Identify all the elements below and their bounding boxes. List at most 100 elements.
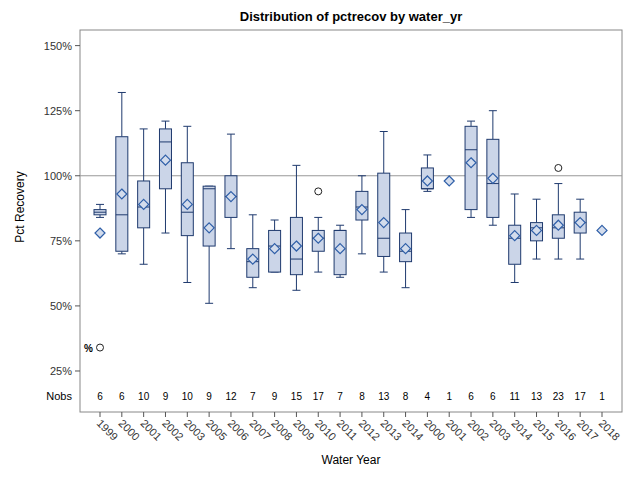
mean-marker <box>160 155 170 165</box>
whisker-low <box>361 220 362 254</box>
x-tick-label: 2009 <box>291 417 317 443</box>
whisker-low <box>230 217 231 248</box>
box <box>247 249 259 278</box>
nobs-value: 12 <box>225 391 237 402</box>
mean-marker <box>488 173 498 183</box>
whisker-cap <box>554 183 562 184</box>
whisker-cap <box>249 214 257 215</box>
mean-marker <box>422 176 432 186</box>
box <box>400 233 412 262</box>
nobs-value: 9 <box>272 391 278 402</box>
box <box>138 181 150 228</box>
whisker-cap <box>161 121 169 122</box>
y-axis-label: Pct Recovery <box>13 171 27 242</box>
box <box>225 176 237 218</box>
whisker-cap <box>511 282 519 283</box>
x-tick <box>318 412 319 417</box>
x-tick-label: 2000 <box>116 417 142 443</box>
whisker-cap <box>161 233 169 234</box>
whisker-cap <box>118 92 126 93</box>
median <box>94 212 106 213</box>
whisker-high <box>383 132 384 174</box>
mean-marker <box>575 218 585 228</box>
whisker-cap <box>402 287 410 288</box>
whisker-cap <box>292 165 300 166</box>
mean-marker <box>357 205 367 215</box>
x-tick-label: 2010 <box>313 417 339 443</box>
x-tick <box>121 412 122 417</box>
median <box>378 238 390 239</box>
y-tick <box>75 45 80 46</box>
whisker-cap <box>511 193 519 194</box>
box <box>290 217 302 274</box>
box <box>356 191 368 220</box>
whisker-cap <box>380 131 388 132</box>
whisker-cap <box>423 191 431 192</box>
nobs-value: 4 <box>425 391 431 402</box>
box <box>509 225 521 264</box>
whisker-cap <box>118 253 126 254</box>
whisker-high <box>514 194 515 225</box>
x-tick <box>580 412 581 417</box>
whisker-low <box>187 236 188 283</box>
x-tick-label: 2015 <box>531 417 557 443</box>
whisker-cap <box>336 277 344 278</box>
chart: Distribution of pctrecov by water_yr25%5… <box>0 0 640 480</box>
y-tick-label: 150% <box>44 40 72 52</box>
whisker-high <box>340 225 341 230</box>
nobs-value: 10 <box>182 391 194 402</box>
nobs-value: 6 <box>97 391 103 402</box>
median <box>203 188 215 189</box>
whisker-cap <box>489 225 497 226</box>
x-tick <box>514 412 515 417</box>
outlier <box>555 164 562 171</box>
whisker-cap <box>467 217 475 218</box>
mean-marker <box>532 225 542 235</box>
whisker-cap <box>402 209 410 210</box>
y-tick <box>75 110 80 111</box>
whisker-high <box>252 215 253 249</box>
whisker-cap <box>314 217 322 218</box>
mean-marker <box>248 254 258 264</box>
nobs-value: 6 <box>119 391 125 402</box>
whisker-cap <box>336 225 344 226</box>
title: Distribution of pctrecov by water_yr <box>240 9 463 24</box>
x-tick-label: 2014 <box>400 417 426 443</box>
y-tick <box>75 370 80 371</box>
x-tick <box>187 412 188 417</box>
x-tick <box>361 412 362 417</box>
x-tick-label: 2011 <box>335 417 360 442</box>
x-tick-label: 2002 <box>466 417 492 443</box>
mean-marker <box>291 241 301 251</box>
box <box>334 230 346 274</box>
whisker-low <box>165 189 166 233</box>
x-tick-label: 1999 <box>95 417 121 443</box>
whisker-cap <box>533 199 541 200</box>
y-tick-label: 75% <box>50 235 72 247</box>
nobs-value: 7 <box>250 391 256 402</box>
nobs-value: 6 <box>490 391 496 402</box>
x-tick <box>471 412 472 417</box>
whisker-cap <box>183 126 191 127</box>
whisker-low <box>536 241 537 259</box>
whisker-high <box>296 165 297 217</box>
whisker-high <box>165 121 166 129</box>
whisker-high <box>100 204 101 209</box>
x-tick-label: 2013 <box>378 417 404 443</box>
median <box>290 259 302 260</box>
whisker-cap <box>249 287 257 288</box>
nobs-value: 8 <box>403 391 409 402</box>
y-tick <box>75 240 80 241</box>
mean-marker <box>510 231 520 241</box>
box <box>465 126 477 209</box>
box <box>574 212 586 233</box>
x-tick-label: 2005 <box>204 417 230 443</box>
whisker-low <box>405 262 406 288</box>
nobs-value: 13 <box>531 391 543 402</box>
x-tick <box>405 412 406 417</box>
mean-marker <box>466 158 476 168</box>
box <box>378 173 390 256</box>
mean-marker <box>117 189 127 199</box>
y-tick-label: 125% <box>44 105 72 117</box>
x-tick <box>143 412 144 417</box>
